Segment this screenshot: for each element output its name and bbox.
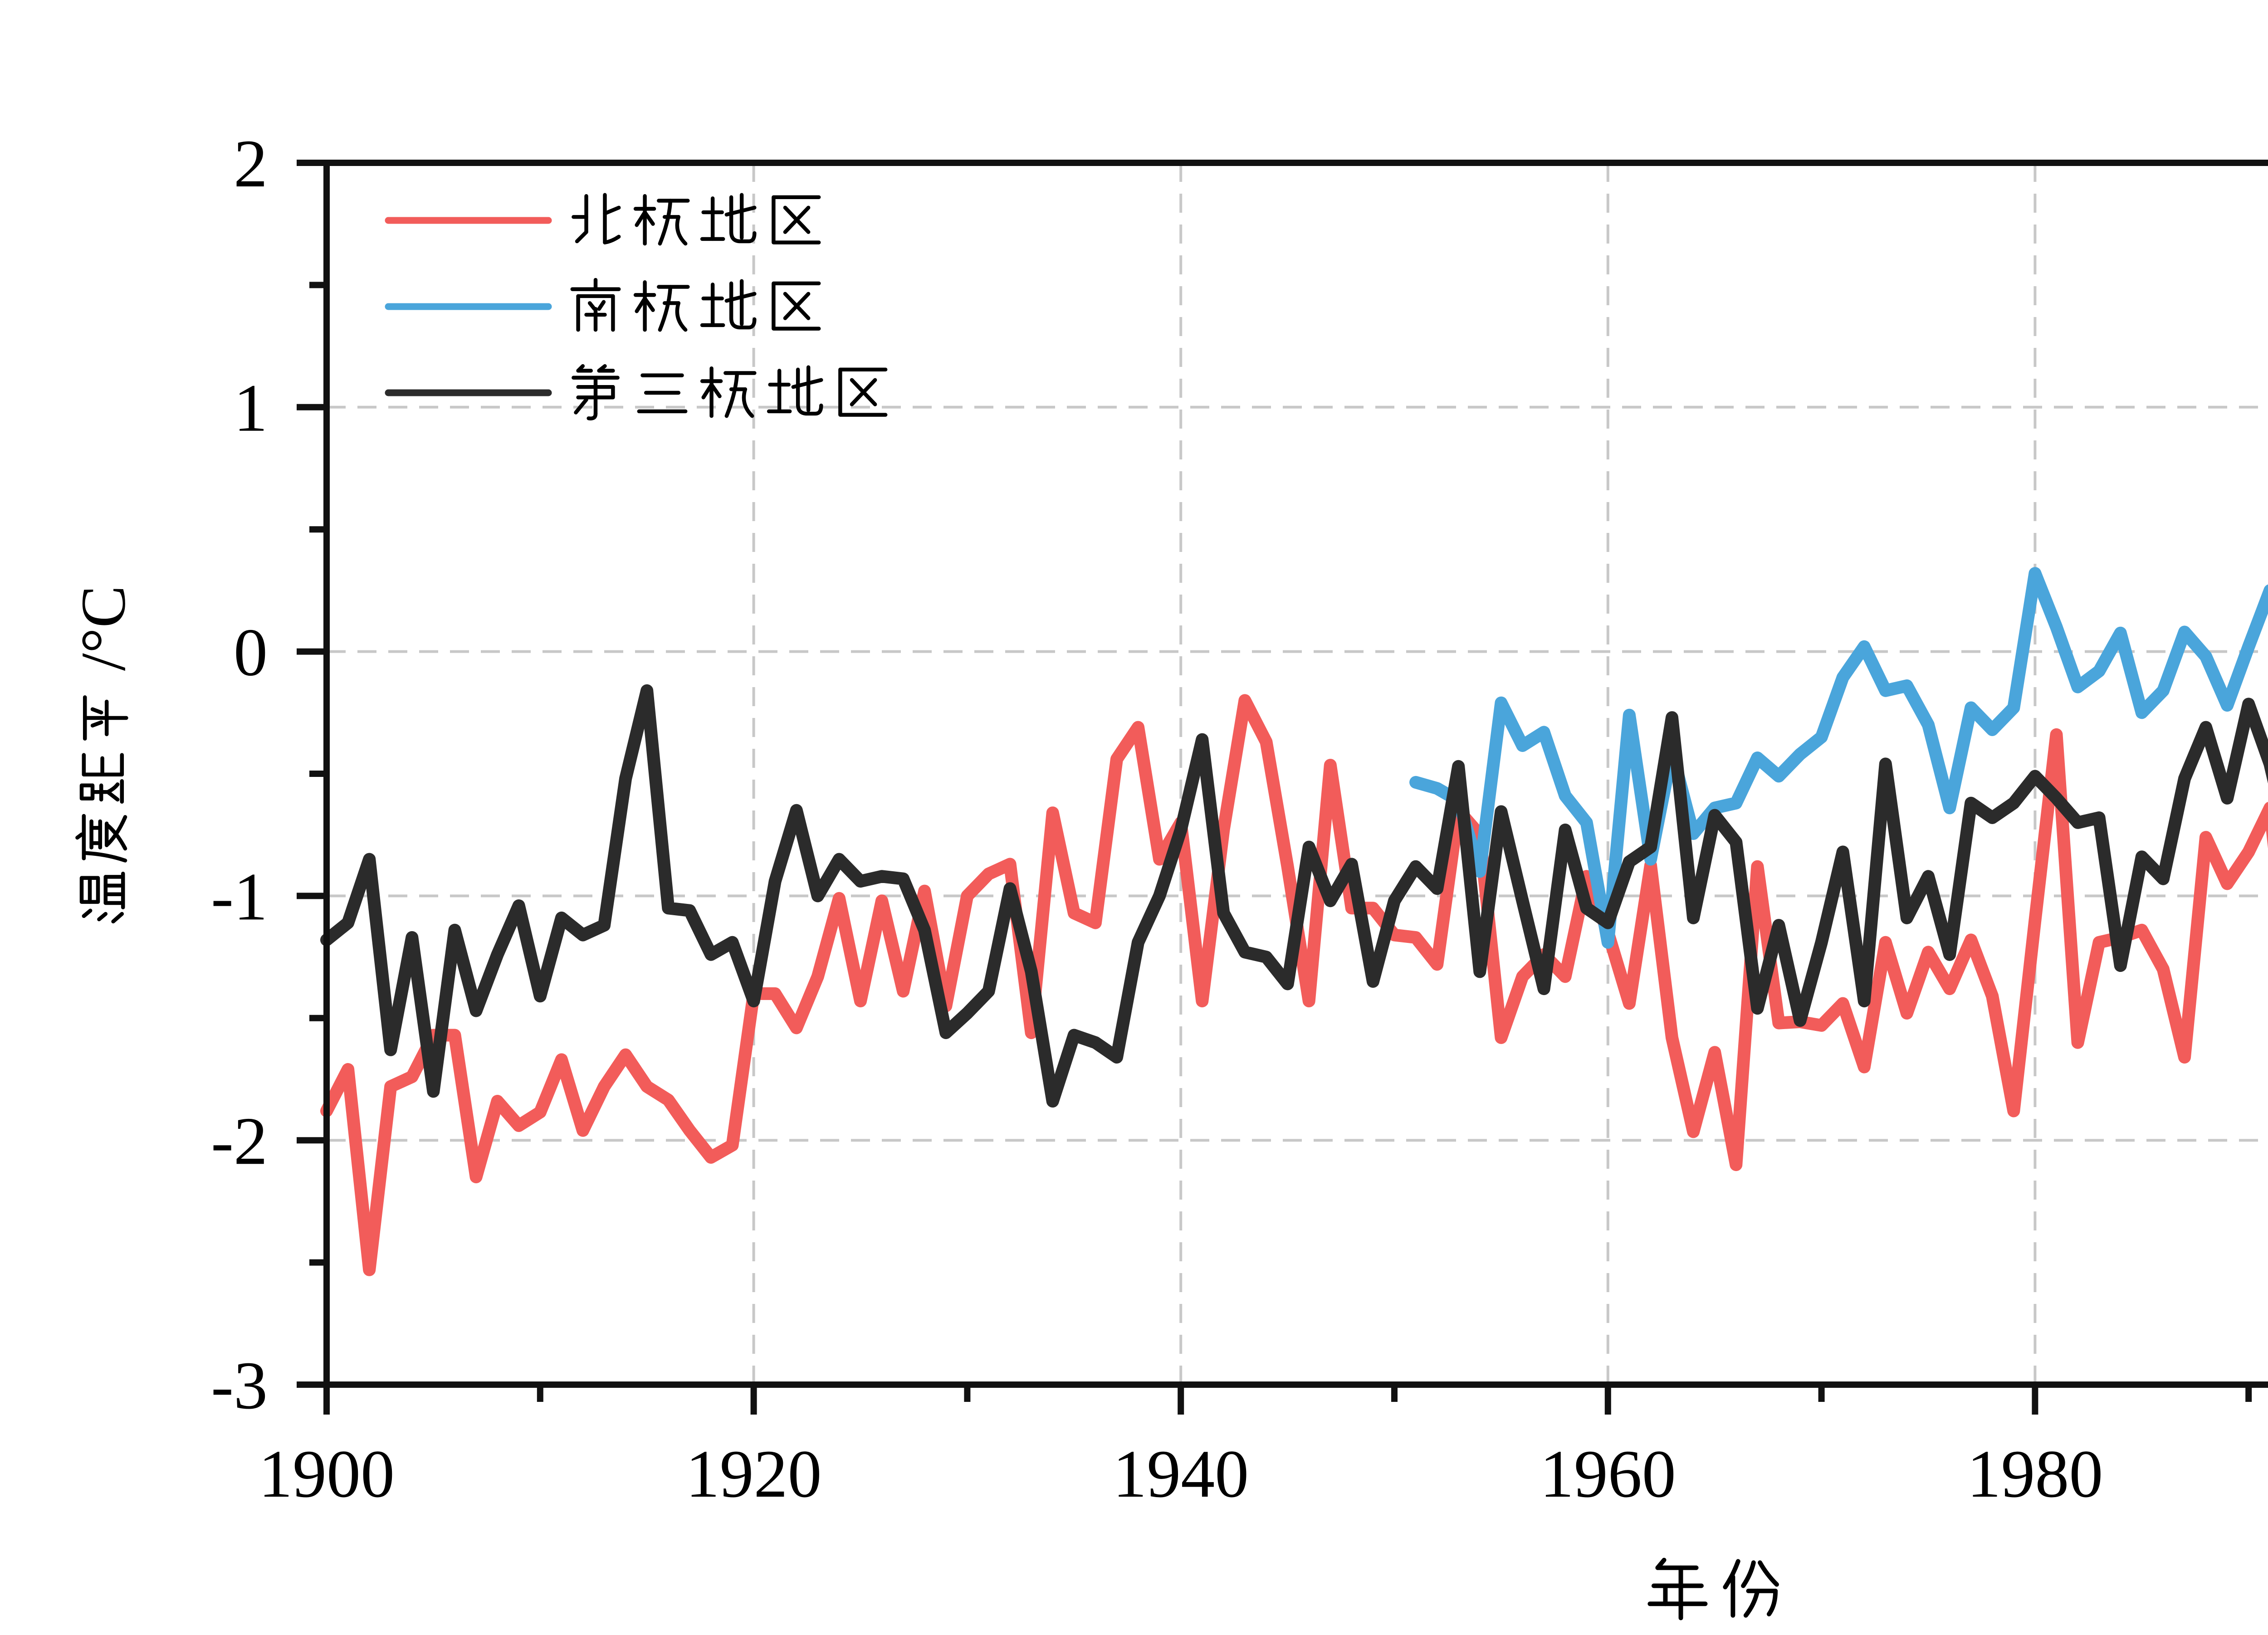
svg-text:-2: -2 [211,1103,268,1179]
svg-text:1960: 1960 [1540,1436,1676,1512]
svg-text:0: 0 [234,615,268,690]
svg-text:1900: 1900 [259,1436,395,1512]
svg-text:-1: -1 [211,859,268,934]
svg-text:1940: 1940 [1113,1436,1249,1512]
svg-text:1980: 1980 [1967,1436,2103,1512]
svg-text:1: 1 [234,371,268,446]
svg-text:-3: -3 [211,1348,268,1423]
svg-text:2: 2 [234,126,268,201]
svg-text:1920: 1920 [686,1436,822,1512]
svg-text:/°C: /°C [68,586,139,671]
